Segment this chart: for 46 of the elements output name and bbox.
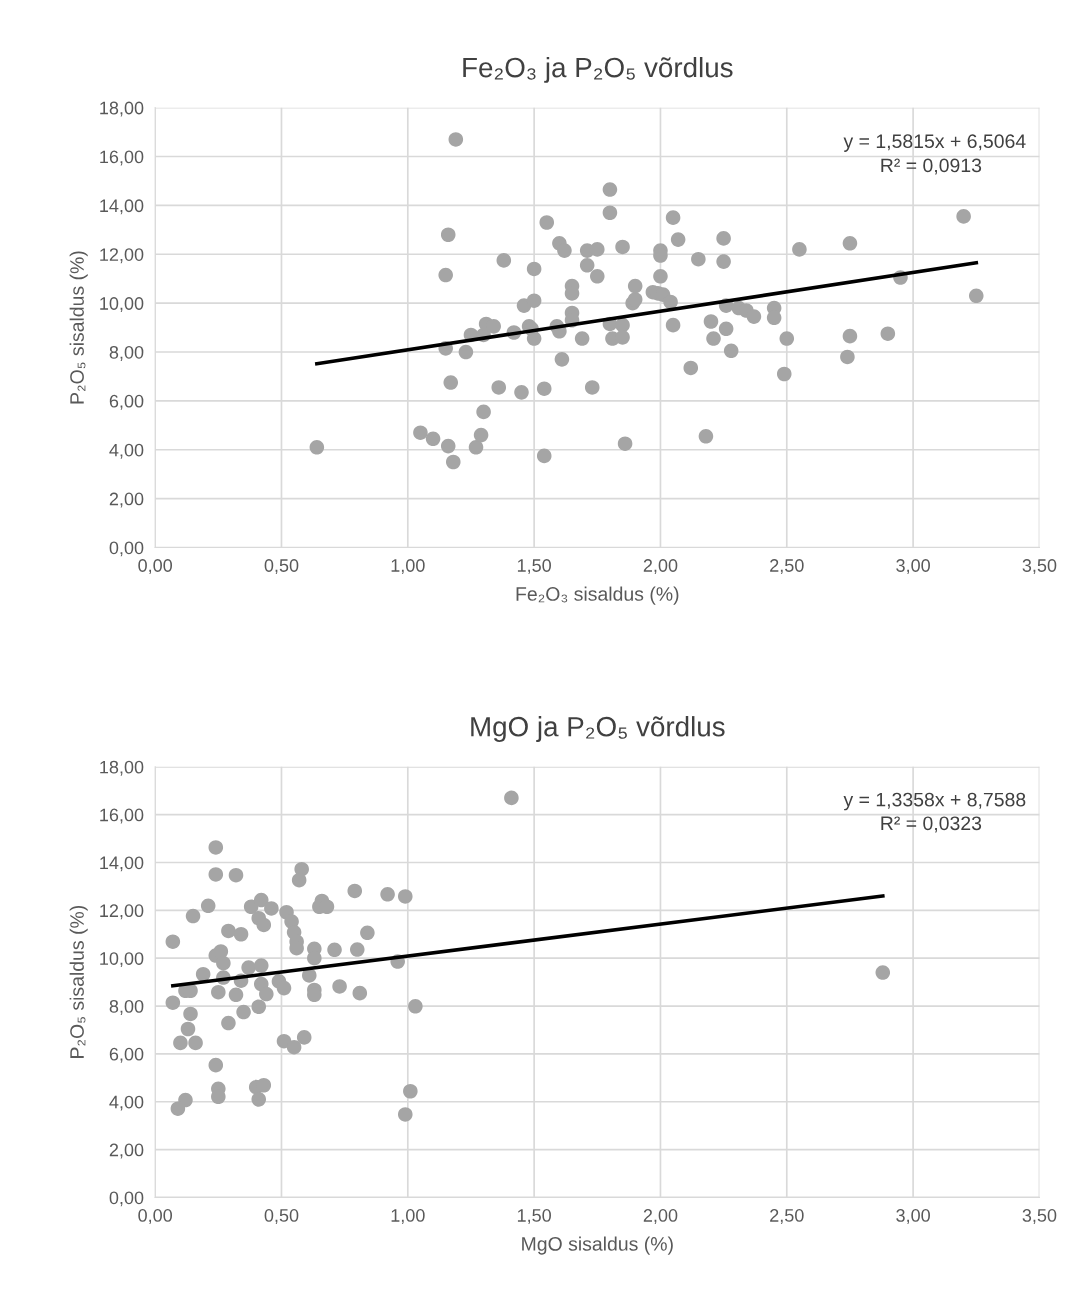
annotation: R² = 0,0913 [881,158,982,175]
y-tick-label: 12,00 [100,904,144,920]
y-tick-label: 18,00 [100,760,144,776]
chart-title: Fe₂O₃ ja P₂O₅ võrdlus [463,56,733,83]
y-axis-title: P₂O₅ sisaldus (%) [69,905,88,1058]
annotation: R² = 0,0323 [881,816,982,833]
x-tick-label: 1,00 [391,1209,425,1224]
x-tick-label: 1,50 [517,559,551,575]
y-tick-label: 16,00 [100,150,144,166]
x-tick-label: 1,50 [517,1209,551,1224]
x-tick-label: 2,50 [770,1209,804,1224]
y-tick-label: 14,00 [100,856,144,872]
y-tick-label: 2,00 [109,1143,144,1159]
y-tick-label: 8,00 [109,999,144,1015]
y-tick-label: 14,00 [100,199,144,215]
annotation: y = 1,3358x + 8,7588 [843,792,1026,811]
x-axis-title: MgO sisaldus (%) [522,1236,673,1255]
y-tick-label: 6,00 [109,1047,144,1063]
y-tick-label: 12,00 [100,248,144,264]
y-tick-label: 4,00 [109,1095,144,1111]
x-tick-label: 0,00 [138,559,173,575]
x-tick-label: 2,00 [643,1209,678,1224]
x-tick-label: 0,00 [138,1209,173,1224]
y-tick-label: 0,00 [109,1191,144,1207]
x-tick-label: 3,50 [1022,559,1057,575]
y-tick-label: 10,00 [100,952,144,968]
x-tick-label: 0,50 [264,1209,299,1224]
y-tick-label: 16,00 [100,808,144,824]
y-tick-label: 0,00 [109,541,144,557]
x-tick-label: 3,00 [896,1209,930,1224]
chart-title: MgO ja P₂O₅ võrdlus [471,716,725,742]
y-axis-title: P₂O₅ sisaldus (%) [69,251,88,404]
y-tick-label: 4,00 [109,443,144,459]
x-axis-title: Fe₂O₃ sisaldus (%) [516,586,679,605]
y-tick-label: 6,00 [109,394,144,410]
y-tick-label: 10,00 [100,297,144,313]
annotation: y = 1,5815x + 6,5064 [843,134,1026,152]
y-tick-label: 8,00 [109,345,144,361]
y-tick-label: 2,00 [109,492,144,508]
x-tick-label: 2,00 [643,559,678,575]
x-tick-label: 3,50 [1022,1209,1057,1224]
x-tick-label: 3,00 [896,559,930,575]
y-tick-label: 18,00 [100,101,144,117]
x-tick-label: 1,00 [391,559,425,575]
x-tick-label: 0,50 [264,559,299,575]
x-tick-label: 2,50 [770,559,804,575]
